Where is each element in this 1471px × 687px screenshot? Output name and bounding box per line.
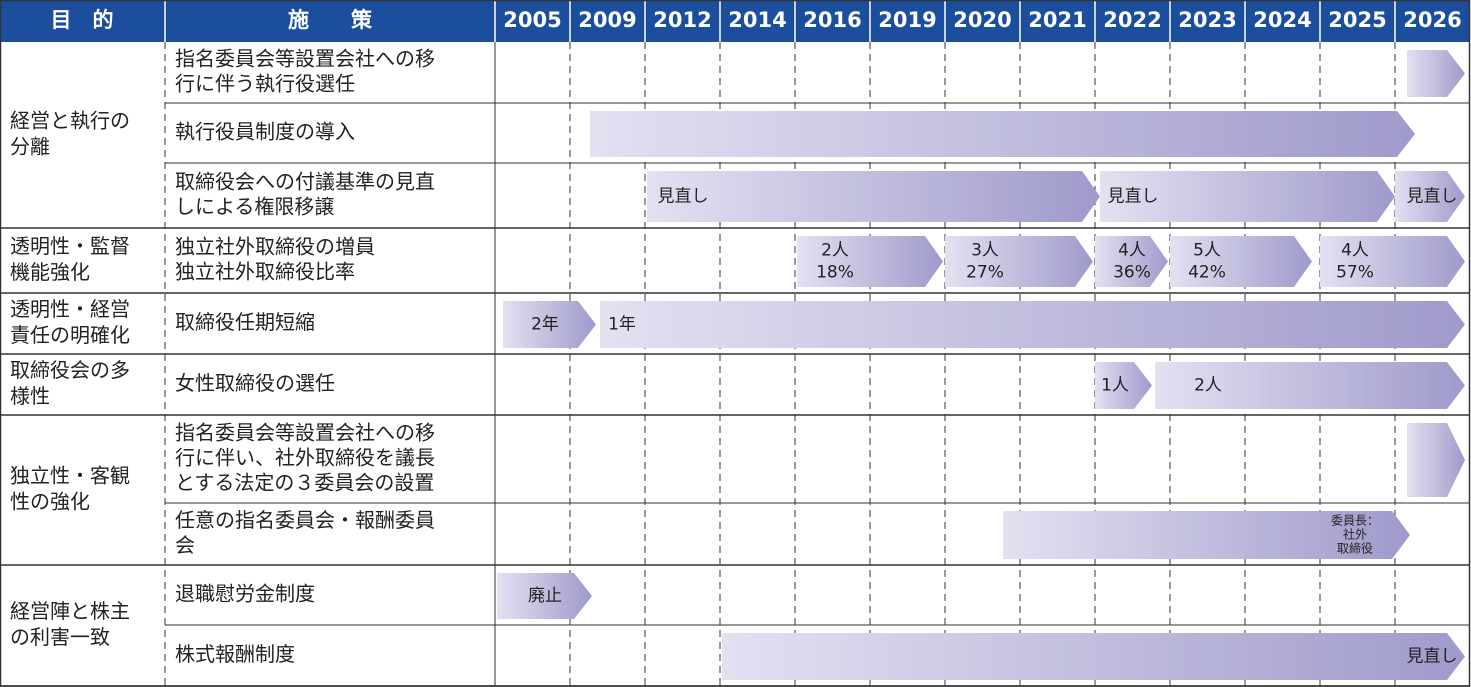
arrow-label: 42% [1188,263,1226,283]
purpose-text: の利害一致 [10,625,110,649]
header-year: 2016 [803,8,861,32]
arrow-label: 見直し [1407,647,1458,667]
measure-text: 独立社外取締役比率 [175,260,355,284]
measure-text: 女性取締役の選任 [175,371,335,395]
header-year: 2023 [1178,8,1236,32]
arrow [1170,236,1312,287]
arrow-label: 社外 [1343,527,1367,542]
measure-text: 独立社外取締役の増員 [175,235,375,259]
arrow [1407,50,1465,97]
purpose-text: 分離 [10,135,50,159]
arrow-label: 見直し [658,187,709,207]
arrow [1407,423,1465,497]
arrow-label: 27% [966,263,1004,283]
arrow-label: 3人 [971,241,999,261]
header-year: 2026 [1403,8,1461,32]
arrow-label: 2人 [821,241,849,261]
arrow [1095,236,1168,287]
arrow [797,236,943,287]
arrow [503,301,596,348]
arrow-label: 委員長： [1331,514,1379,528]
arrow-label: 2年 [531,315,559,335]
arrow-label: 2人 [1194,376,1222,396]
arrow [722,633,1465,680]
header-year: 2019 [878,8,936,32]
measure-text: 会 [175,533,195,557]
arrow [497,573,592,619]
header-bar [0,0,1470,42]
measure-text: 株式報酬制度 [175,642,295,666]
arrow-label: 廃止 [528,586,562,606]
purpose-text: 独立性・客観 [10,464,130,488]
arrow [1155,362,1465,409]
measure-text: とする法定の３委員会の設置 [175,471,434,495]
arrow [590,111,1415,157]
header-year: 2020 [953,8,1011,32]
arrow-label: 取締役 [1337,541,1373,556]
arrow-label: 1人 [1101,376,1129,396]
arrow [1003,511,1410,559]
purpose-text: 性の強化 [10,490,90,514]
measure-text: 指名委員会等設置会社への移 [175,47,435,71]
measure-text: 取締役任期短縮 [175,310,315,334]
header-year: 2021 [1028,8,1086,32]
arrow [1100,171,1395,222]
measure-text: 指名委員会等設置会社への移 [175,421,435,445]
header-year: 2014 [728,8,786,32]
purpose-text: 責任の明確化 [10,323,130,347]
purpose-text: 様性 [10,384,50,408]
arrow-label: 見直し [1407,187,1458,207]
purpose-text: 透明性・経営 [10,297,130,321]
measure-text: 取締役会への付議基準の見直 [175,170,435,194]
arrow [1320,236,1465,287]
header-purpose: 目 的 [51,8,114,32]
measure-text: 行に伴う執行役選任 [175,72,355,96]
arrow [1095,362,1152,409]
header-year: 2024 [1253,8,1311,32]
purpose-text: 取締役会の多 [10,358,130,382]
purpose-text: 透明性・監督 [10,234,130,258]
arrow-label: 4人 [1341,241,1369,261]
arrow [1395,171,1465,222]
measure-text: 執行役員制度の導入 [175,120,355,144]
purpose-text: 経営陣と株主 [10,599,130,623]
header-year: 2009 [578,8,636,32]
measure-text: 退職慰労金制度 [175,582,315,606]
arrow-label: 1年 [608,315,636,335]
header-year: 2022 [1103,8,1161,32]
measure-text: 行に伴い、社外取締役を議長 [175,446,435,470]
measure-text: しによる権限移譲 [175,195,334,219]
arrow [647,171,1100,222]
arrow [600,301,1465,348]
arrow-label: 18% [816,263,854,283]
arrow-label: 見直し [1108,187,1159,207]
measure-text: 任意の指名委員会・報酬委員 [175,508,435,532]
arrow-label: 5人 [1193,241,1221,261]
header-year: 2025 [1328,8,1386,32]
header-year: 2005 [503,8,561,32]
arrow-label: 57% [1336,263,1374,283]
arrow-label: 36% [1113,263,1151,283]
purpose-text: 経営と執行の [10,109,130,133]
arrow [945,236,1093,287]
arrow-label: 4人 [1118,241,1146,261]
purpose-text: 機能強化 [10,260,90,284]
header-measure: 施 策 [288,8,373,32]
header-year: 2012 [653,8,711,32]
